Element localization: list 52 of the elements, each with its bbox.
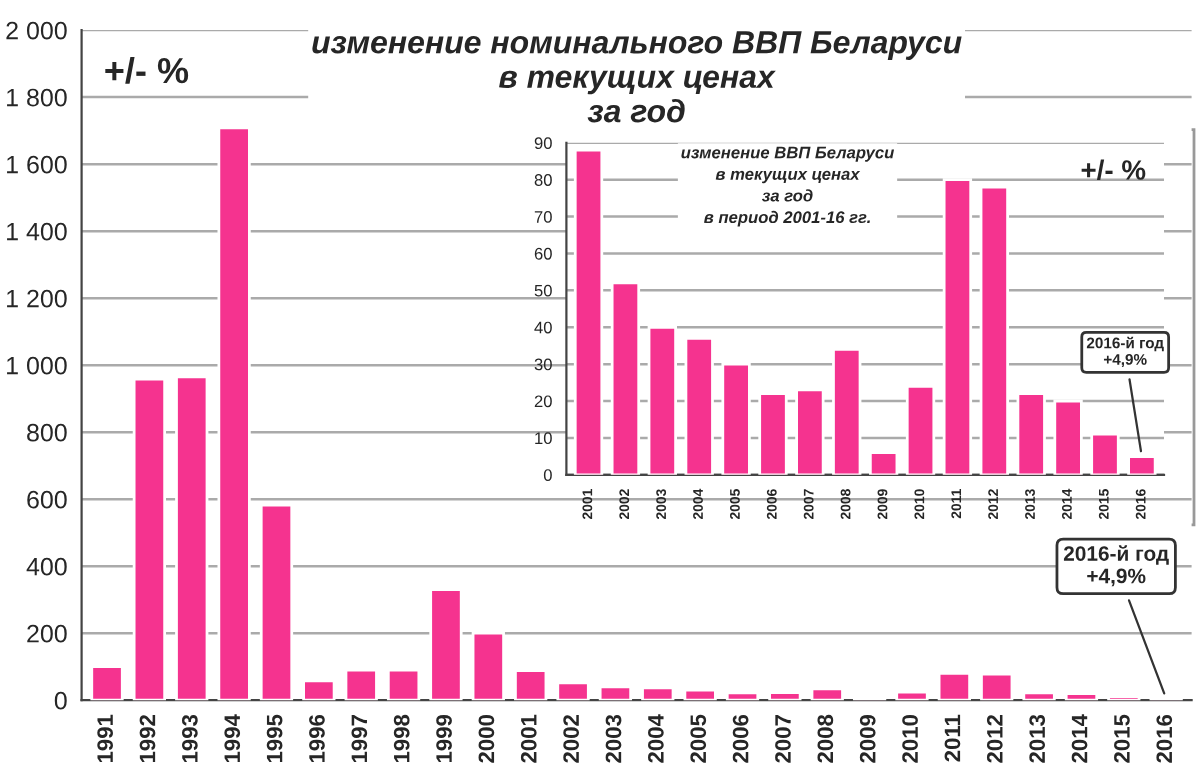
y-tick-label: 2 000 [6, 21, 67, 40]
y-tick-label: 30 [534, 358, 552, 371]
x-tick-label: 2001 [520, 714, 537, 763]
x-tick-label: 2009 [859, 714, 876, 763]
x-tick-label: 2015 [1114, 714, 1130, 763]
y-tick-label: 1 400 [7, 222, 67, 241]
x-tick-label: 2005 [690, 714, 707, 763]
text: изменение ВВП Беларуси в текущих ценах за год в период 2001-16 гг. [681, 146, 895, 227]
x-tick-label: 2008 [817, 714, 834, 763]
x-tick-label: 2004 [648, 714, 664, 763]
annotation: 2016-й год +4,9% [1063, 545, 1169, 587]
y-tick-label: 60 [534, 247, 552, 260]
x-tick-label: 2000 [478, 715, 495, 763]
x-tick-label: 2002 [563, 714, 580, 763]
x-tick-label: 2007 [775, 715, 791, 763]
y-tick-label: 80 [534, 174, 552, 186]
x-tick-label: 2006 [732, 714, 749, 763]
x-tick-label: 1991 [97, 714, 113, 763]
y-tick-label: 1 000 [7, 356, 67, 375]
x-tick-label: 1994 [224, 714, 241, 763]
x-tick-label: 1997 [351, 715, 368, 763]
y-tick-label: 70 [534, 210, 552, 223]
y-tick-label: 0 [543, 469, 552, 481]
x-tick-label: 2003 [605, 714, 622, 763]
annotation: +/- % [1081, 159, 1146, 181]
x-tick-label: 1998 [393, 714, 410, 763]
annotation: +/- % [105, 56, 189, 84]
x-tick-label: 2011 [944, 714, 961, 762]
y-tick-label: 1 600 [7, 155, 67, 174]
y-tick-label: 600 [27, 490, 67, 509]
x-tick-label: 1996 [309, 714, 325, 763]
y-tick-label: 20 [534, 395, 552, 408]
x-tick-label: 2010 [902, 715, 918, 763]
x-tick-label: 2016 [1156, 714, 1173, 763]
y-tick-label: 200 [27, 624, 67, 643]
y-tick-label: 50 [534, 284, 552, 297]
x-tick-label: 1992 [139, 714, 156, 763]
x-tick-label: 1999 [436, 714, 452, 763]
y-tick-label: 1 800 [7, 88, 67, 107]
y-tick-label: 800 [27, 423, 67, 442]
y-tick-label: 90 [534, 137, 552, 150]
x-tick-label: 1993 [181, 714, 198, 763]
x-tick-label: 2014 [1071, 714, 1088, 763]
y-tick-label: 0 [54, 691, 67, 710]
text: изменение номинального ВВП Беларуси в текущих ценах за год [312, 31, 962, 123]
y-tick-label: 40 [534, 321, 552, 334]
x-tick-label: 1995 [266, 714, 283, 763]
x-tick-label: 2012 [986, 714, 1003, 763]
y-tick-label: 1 200 [7, 289, 67, 308]
x-tick-label: 2013 [1029, 714, 1046, 763]
y-tick-label: 400 [26, 557, 67, 576]
y-tick-label: 10 [535, 432, 552, 445]
